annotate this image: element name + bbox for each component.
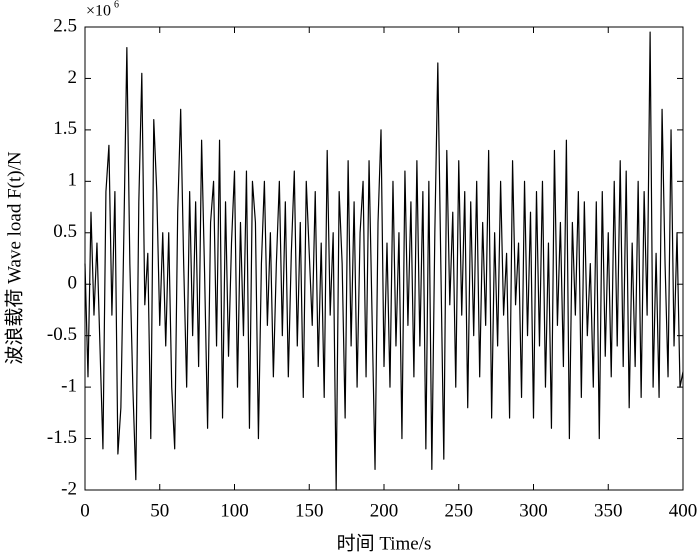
y-tick-label: -2 — [61, 478, 77, 499]
y-tick-label: 1.5 — [53, 118, 77, 139]
y-axis-label: 波浪载荷 Wave load F(t)/N — [3, 151, 25, 365]
x-tick-label: 100 — [220, 500, 249, 521]
y-tick-label: -0.5 — [47, 324, 77, 345]
y-multiplier: ×10 — [86, 3, 111, 20]
x-tick-label: 0 — [80, 500, 90, 521]
x-axis-label: 时间 Time/s — [337, 532, 432, 554]
y-tick-label: -1 — [61, 375, 77, 396]
x-tick-label: 300 — [519, 500, 548, 521]
line-series — [84, 31, 684, 491]
y-tick-label: 0.5 — [53, 221, 77, 242]
x-tick-label: 400 — [669, 500, 698, 521]
x-tick-label: 250 — [445, 500, 474, 521]
x-tick-label: 150 — [295, 500, 324, 521]
y-tick-label: 1 — [68, 170, 78, 191]
y-tick-label: 2 — [68, 67, 78, 88]
x-tick-label: 350 — [594, 500, 623, 521]
y-multiplier-exponent: 6 — [114, 0, 119, 10]
y-tick-label: 0 — [68, 273, 78, 294]
x-tick-label: 50 — [150, 500, 169, 521]
x-tick-label: 200 — [370, 500, 399, 521]
y-tick-label: 2.5 — [53, 15, 77, 36]
y-tick-label: -1.5 — [47, 427, 77, 448]
